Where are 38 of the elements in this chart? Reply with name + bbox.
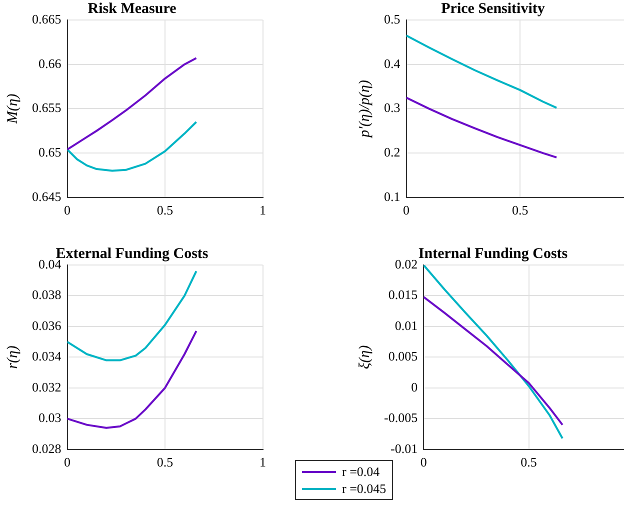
y-tick-label: 0.645 [32,188,62,204]
y-tick-label: 0.01 [394,318,418,333]
chart-title: Internal Funding Costs [418,246,568,262]
y-tick-label: 0 [411,379,418,394]
x-tick-label: 0.5 [520,454,537,470]
x-tick-label: 0.5 [512,202,528,218]
y-tick-label: 0.5 [384,11,400,26]
y-tick-label: 0.2 [384,144,400,160]
y-tick-label: 0.015 [388,287,418,302]
y-tick-label: 0.65 [38,144,62,160]
legend-label: r =0.04 [342,464,380,480]
chart-title: Price Sensitivity [441,0,546,17]
y-tick-label: 0.032 [32,379,62,394]
y-tick-label: -0.005 [384,410,418,426]
y-tick-label: 0.034 [32,348,62,364]
y-axis-title: r(η) [4,346,21,369]
y-tick-label: 0.005 [388,348,418,364]
legend-label: r =0.045 [342,480,386,496]
x-tick-label: 1 [260,202,266,218]
y-tick-label: 0.3 [384,100,400,116]
chart-title: Risk Measure [88,0,177,17]
x-tick-label: 1 [260,454,266,470]
y-tick-label: 0.02 [394,256,418,272]
y-tick-label: 0.038 [32,287,62,302]
x-tick-label: 0.5 [156,454,174,470]
y-tick-label: 0.665 [32,11,62,26]
x-tick-label: 0.5 [156,202,174,218]
y-tick-label: 0.66 [38,56,62,71]
y-axis-title: M(η) [4,94,21,125]
y-tick-label: 0.1 [384,188,400,204]
y-tick-label: 0.028 [32,440,62,456]
y-axis-title: ξ(η) [356,345,373,370]
y-tick-label: 0.4 [384,56,401,71]
y-tick-label: -0.01 [390,440,418,456]
y-tick-label: 0.655 [32,100,62,116]
y-tick-label: 0.03 [38,410,62,426]
y-tick-label: 0.036 [32,318,62,333]
y-axis-title: p′(η)/p(η) [356,80,373,138]
